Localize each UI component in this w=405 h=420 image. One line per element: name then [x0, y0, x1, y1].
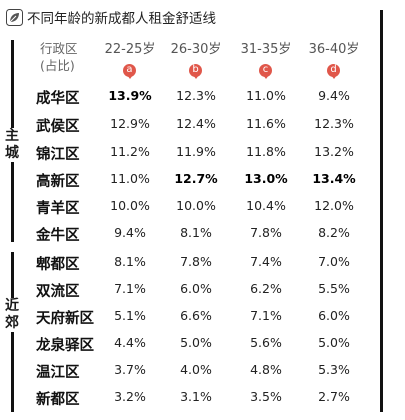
table-cell: 7.1%	[114, 281, 146, 296]
table-row: 青羊区 10.0% 10.0% 10.4% 12.0%	[0, 192, 380, 218]
column-badge-pin-icon: c	[259, 64, 272, 79]
table-cell: 12.7%	[174, 171, 218, 186]
district-name: 成华区	[36, 91, 80, 107]
table-cell: 5.6%	[250, 335, 282, 350]
table-cell: 11.0%	[246, 88, 286, 103]
table-row: 温江区 3.7% 4.0% 4.8% 5.3%	[0, 356, 380, 382]
table-row: 郫都区 8.1% 7.8% 7.4% 7.0%	[0, 248, 380, 274]
right-border-bar	[380, 10, 383, 412]
table-cell: 8.2%	[318, 225, 350, 240]
leaf-logo-icon	[6, 8, 23, 26]
table-cell: 3.1%	[180, 389, 212, 404]
table-cell: 13.9%	[108, 88, 152, 103]
table-cell: 13.2%	[314, 144, 354, 159]
table-cell: 11.8%	[246, 144, 286, 159]
table-cell: 7.0%	[318, 254, 350, 269]
table-row: 天府新区 5.1% 6.6% 7.1% 6.0%	[0, 302, 380, 328]
header-district-label: 行政区	[40, 41, 78, 56]
table-cell: 9.4%	[318, 88, 350, 103]
table-cell: 4.0%	[180, 362, 212, 377]
table-row: 高新区 11.0% 12.7% 13.0% 13.4%	[0, 165, 380, 191]
table-row: 锦江区 11.2% 11.9% 11.8% 13.2%	[0, 138, 380, 164]
table-cell: 6.0%	[318, 308, 350, 323]
table-row: 金牛区 9.4% 8.1% 7.8% 8.2%	[0, 219, 380, 245]
table-cell: 11.0%	[110, 171, 150, 186]
table-cell: 12.3%	[314, 116, 354, 131]
column-header: 36-40岁	[308, 42, 360, 57]
table-cell: 2.7%	[318, 389, 350, 404]
table-cell: 3.7%	[114, 362, 146, 377]
district-name: 武侯区	[36, 119, 80, 135]
header-share-label: (占比)	[40, 58, 75, 73]
title-text: 不同年龄的新成都人租金舒适线	[27, 11, 216, 27]
district-name: 龙泉驿区	[36, 338, 94, 354]
main-zone-label: 主城	[5, 128, 19, 162]
table-cell: 5.1%	[114, 308, 146, 323]
table-cell: 5.3%	[318, 362, 350, 377]
suburb-zone-label: 近郊	[5, 298, 19, 332]
table-row: 新都区 3.2% 3.1% 3.5% 2.7%	[0, 383, 380, 409]
column-header: 31-35岁	[240, 42, 292, 57]
district-name: 郫都区	[36, 257, 80, 273]
table-cell: 11.2%	[110, 144, 150, 159]
table-cell: 5.5%	[318, 281, 350, 296]
district-name: 青羊区	[36, 201, 80, 217]
column-header: 22-25岁	[104, 42, 156, 57]
table-cell: 13.4%	[312, 171, 356, 186]
table-cell: 11.9%	[176, 144, 216, 159]
table-cell: 13.0%	[244, 171, 288, 186]
table-cell: 11.6%	[246, 116, 286, 131]
table-cell: 7.8%	[250, 225, 282, 240]
table-cell: 7.8%	[180, 254, 212, 269]
table-cell: 6.6%	[180, 308, 212, 323]
table-cell: 10.0%	[176, 198, 216, 213]
district-name: 锦江区	[36, 147, 80, 163]
district-name: 天府新区	[36, 311, 94, 327]
table-cell: 6.0%	[180, 281, 212, 296]
district-name: 温江区	[36, 365, 80, 381]
district-name: 高新区	[36, 174, 80, 190]
district-name: 双流区	[36, 284, 80, 300]
table-cell: 6.2%	[250, 281, 282, 296]
table-cell: 4.4%	[114, 335, 146, 350]
table-row: 龙泉驿区 4.4% 5.0% 5.6% 5.0%	[0, 329, 380, 355]
district-name: 新都区	[36, 392, 80, 408]
table-row: 成华区 13.9% 12.3% 11.0% 9.4%	[0, 82, 380, 108]
column-header: 26-30岁	[170, 42, 222, 57]
table-cell: 4.8%	[250, 362, 282, 377]
table-cell: 8.1%	[114, 254, 146, 269]
table-cell: 12.3%	[176, 88, 216, 103]
table-title: 不同年龄的新成都人租金舒适线	[6, 6, 216, 28]
table-row: 武侯区 12.9% 12.4% 11.6% 12.3%	[0, 110, 380, 136]
column-badge-pin-icon: a	[123, 64, 136, 79]
table-cell: 3.2%	[114, 389, 146, 404]
table-cell: 12.9%	[110, 116, 150, 131]
column-badge-pin-icon: b	[189, 64, 202, 79]
table-cell: 10.4%	[246, 198, 286, 213]
column-badge-pin-icon: d	[327, 64, 340, 79]
table-cell: 10.0%	[110, 198, 150, 213]
table-cell: 5.0%	[318, 335, 350, 350]
table-cell: 8.1%	[180, 225, 212, 240]
district-name: 金牛区	[36, 228, 80, 244]
table-cell: 5.0%	[180, 335, 212, 350]
table-cell: 9.4%	[114, 225, 146, 240]
suburb-zone-bar	[11, 252, 14, 412]
table-cell: 3.5%	[250, 389, 282, 404]
table-cell: 12.4%	[176, 116, 216, 131]
table-cell: 12.0%	[314, 198, 354, 213]
table-cell: 7.4%	[250, 254, 282, 269]
table-row: 双流区 7.1% 6.0% 6.2% 5.5%	[0, 275, 380, 301]
table-cell: 7.1%	[250, 308, 282, 323]
